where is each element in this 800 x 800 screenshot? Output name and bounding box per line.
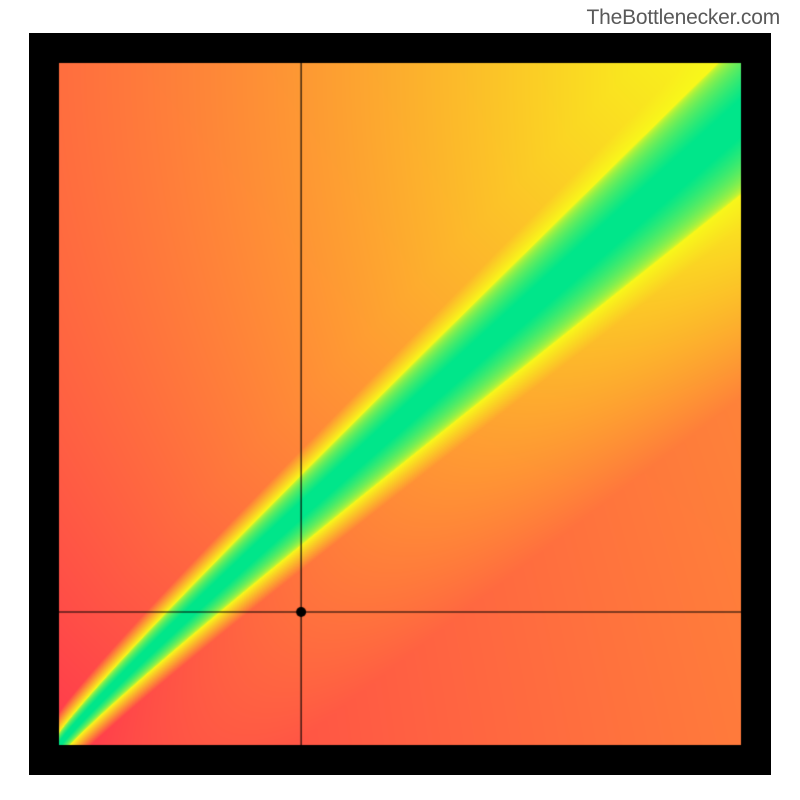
figure-container: TheBottlenecker.com	[0, 0, 800, 800]
watermark-text: TheBottlenecker.com	[587, 6, 780, 30]
bottleneck-heatmap	[29, 33, 771, 775]
